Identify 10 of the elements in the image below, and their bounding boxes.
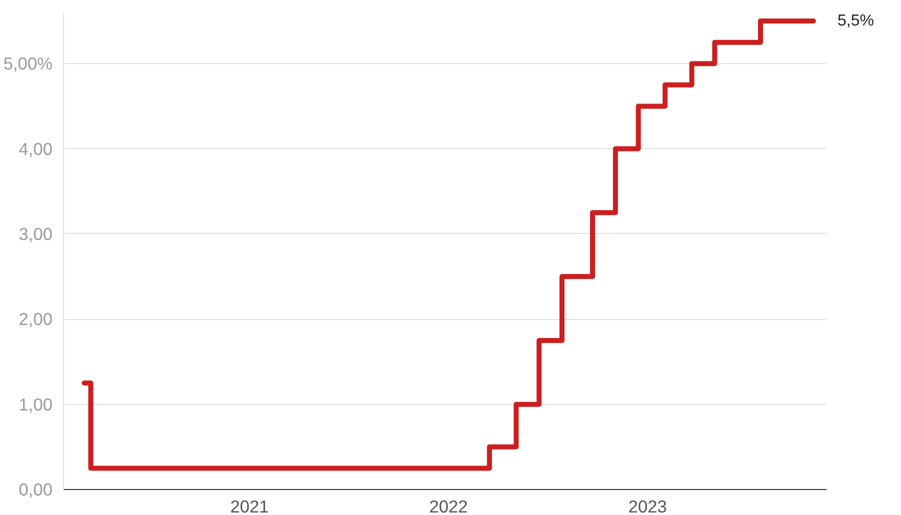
x-tick-label: 2021: [230, 496, 269, 515]
y-tick-label: 0,00: [18, 480, 53, 500]
y-tick-label: 3,00: [18, 224, 53, 244]
y-tick-label: 2,00: [18, 309, 53, 330]
y-tick-label: 5,00%: [3, 54, 53, 74]
text: 5,5%: [838, 12, 874, 30]
x-tick-label: 2022: [429, 496, 468, 515]
y-tick-label: 1,00: [18, 394, 53, 414]
y-tick-label: 4,00: [18, 138, 53, 159]
x-tick-label: 2023: [628, 496, 667, 515]
